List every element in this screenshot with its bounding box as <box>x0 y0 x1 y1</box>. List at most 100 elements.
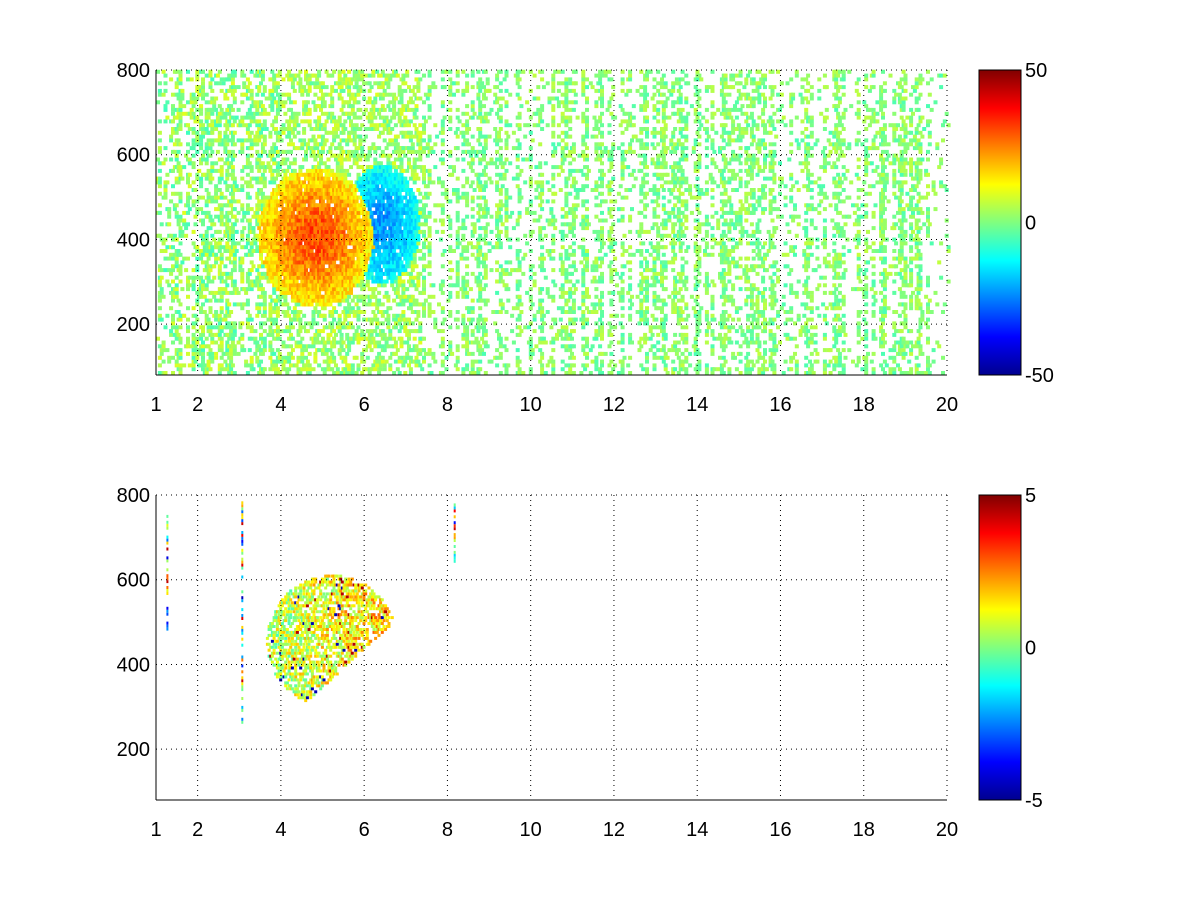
heatmap-cell <box>352 191 357 196</box>
heatmap-cell <box>245 302 250 307</box>
heatmap-cell <box>208 69 213 74</box>
heatmap-cell <box>232 256 237 261</box>
heatmap-cell <box>403 123 408 128</box>
heatmap-cell <box>257 279 262 284</box>
heatmap-cell <box>230 195 235 200</box>
heatmap-cell <box>309 302 314 307</box>
heatmap-cell <box>214 325 219 330</box>
heatmap-cell <box>290 325 295 330</box>
heatmap-cell <box>212 222 217 227</box>
heatmap-cell <box>367 111 372 116</box>
heatmap-cell <box>393 96 398 101</box>
heatmap-cell <box>315 146 320 151</box>
heatmap-cell <box>208 306 213 311</box>
heatmap-cell <box>289 127 293 131</box>
heatmap-cell <box>195 207 200 212</box>
heatmap-cell <box>367 96 372 101</box>
heatmap-cell <box>253 214 258 219</box>
heatmap-cell <box>418 302 423 307</box>
heatmap-cell <box>315 127 320 131</box>
heatmap-cell <box>337 81 342 86</box>
heatmap-cell <box>309 249 314 253</box>
heatmap-cell <box>412 195 417 200</box>
heatmap-cell <box>174 260 179 265</box>
heatmap-cell <box>249 184 254 189</box>
heatmap-cell <box>229 199 234 204</box>
heatmap-cell <box>167 214 172 219</box>
heatmap-cell <box>225 123 230 128</box>
heatmap-cell <box>294 344 299 349</box>
heatmap-cell <box>240 69 245 74</box>
heatmap-cell <box>255 92 260 97</box>
heatmap-cell <box>367 287 372 292</box>
heatmap-cell <box>157 298 162 303</box>
heatmap-cell <box>305 142 310 147</box>
heatmap-cell <box>208 85 213 90</box>
heatmap-cell <box>169 329 174 334</box>
heatmap-cell <box>204 233 209 238</box>
heatmap-cell <box>287 123 292 128</box>
heatmap-cell <box>298 77 303 82</box>
heatmap-cell <box>201 260 205 265</box>
heatmap-cell <box>405 69 410 74</box>
heatmap-cell <box>275 313 280 318</box>
heatmap-cell <box>201 332 205 337</box>
heatmap-cell <box>223 264 228 269</box>
heatmap-cell <box>345 168 350 173</box>
heatmap-cell <box>182 256 187 261</box>
heatmap-cell <box>257 344 262 349</box>
heatmap-cell <box>242 123 247 128</box>
heatmap-cell <box>399 214 404 219</box>
heatmap-cell <box>178 264 183 269</box>
heatmap-cell <box>377 199 382 204</box>
heatmap-cell <box>363 73 368 78</box>
heatmap-cell <box>352 142 357 147</box>
heatmap-cell <box>405 73 410 78</box>
heatmap-cell <box>262 302 267 307</box>
heatmap-cell <box>227 313 232 318</box>
heatmap-cell <box>324 351 329 356</box>
heatmap-cell <box>300 268 305 273</box>
heatmap-cell <box>163 268 168 273</box>
heatmap-cell <box>251 115 256 120</box>
heatmap-cell <box>360 256 365 261</box>
heatmap-cell <box>414 348 419 353</box>
heatmap-cell <box>208 268 213 273</box>
heatmap-cell <box>236 85 241 90</box>
heatmap-cell <box>375 184 380 189</box>
heatmap-cell <box>397 294 402 299</box>
heatmap-cell <box>416 233 421 238</box>
heatmap-cell <box>356 298 361 303</box>
heatmap-cell <box>242 302 247 307</box>
heatmap-cell <box>360 351 365 356</box>
heatmap-cell <box>199 275 204 280</box>
heatmap-cell <box>247 115 252 120</box>
heatmap-cell <box>320 367 325 372</box>
heatmap-cell <box>418 348 423 353</box>
heatmap-cell <box>369 332 374 337</box>
heatmap-cell <box>378 245 383 250</box>
heatmap-cell <box>326 203 331 208</box>
heatmap-cell <box>405 119 410 124</box>
heatmap-cell <box>255 111 260 116</box>
heatmap-cell <box>169 233 174 238</box>
heatmap-cell <box>199 207 204 212</box>
heatmap-cell <box>283 287 288 292</box>
heatmap-cell <box>317 85 322 90</box>
heatmap-cell <box>352 111 357 116</box>
heatmap-cell <box>371 245 376 250</box>
heatmap-cell <box>234 184 239 189</box>
heatmap-cell <box>326 165 331 170</box>
heatmap-cell <box>169 157 174 162</box>
heatmap-cell <box>167 283 172 288</box>
heatmap-cell <box>253 104 258 109</box>
heatmap-cell <box>328 348 333 353</box>
heatmap-cell <box>219 157 224 162</box>
heatmap-cell <box>245 210 250 215</box>
heatmap-cell <box>416 241 421 246</box>
heatmap-cell <box>397 184 402 189</box>
heatmap-cell <box>253 329 258 334</box>
heatmap-cell <box>380 115 385 120</box>
heatmap-cell <box>270 88 275 93</box>
heatmap-cell <box>380 104 385 109</box>
